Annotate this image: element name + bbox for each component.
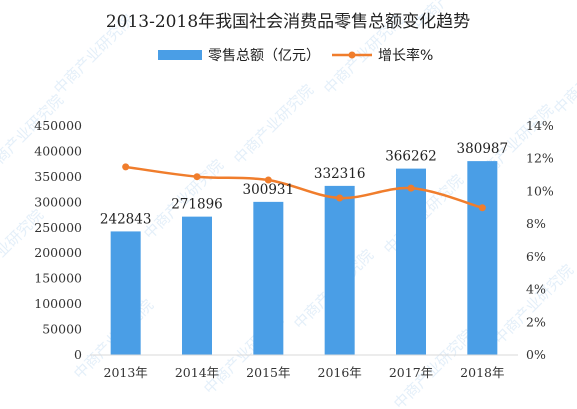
growth-point [193, 173, 201, 181]
right-tick-label: 0% [526, 347, 546, 362]
right-y-axis: 0% 2% 4% 6% 8% 10% 12% 14% [526, 118, 554, 362]
right-tick-label: 8% [526, 216, 546, 231]
bar [253, 201, 284, 355]
right-tick-label: 14% [526, 118, 554, 133]
left-tick-label: 200000 [34, 245, 82, 260]
left-tick-label: 100000 [34, 296, 82, 311]
bar [324, 185, 355, 355]
left-tick-label: 250000 [34, 220, 82, 235]
right-tick-label: 12% [526, 151, 554, 166]
left-tick-label: 150000 [34, 271, 82, 286]
bar-data-label: 242843 [100, 211, 152, 227]
bar-series [110, 161, 498, 355]
legend-line-marker [348, 51, 356, 59]
watermark-text: 中商产业研究院 [230, 81, 317, 168]
x-tick-label: 2016年 [318, 365, 362, 380]
watermark-text: 中商产业研究院 [490, 261, 577, 348]
left-tick-label: 0 [74, 347, 82, 362]
bar-data-label: 332316 [314, 166, 366, 182]
watermark-text: 中商产业研究院 [0, 91, 67, 178]
growth-point [264, 176, 272, 184]
bar-data-label: 271896 [171, 197, 223, 213]
x-tick-label: 2014年 [175, 365, 219, 380]
right-tick-label: 2% [526, 314, 546, 329]
left-tick-label: 400000 [34, 143, 82, 158]
legend-bar-swatch [158, 50, 202, 60]
bar [396, 168, 426, 355]
left-tick-label: 450000 [34, 118, 82, 133]
growth-line-series [122, 163, 486, 212]
x-axis: 2013年 2014年 2015年 2016年 2017年 2018年 [104, 365, 505, 380]
x-tick-label: 2013年 [104, 365, 148, 380]
chart-title: 2013-2018年我国社会消费品零售总额变化趋势 [106, 12, 470, 32]
legend-line-label: 增长率% [378, 47, 433, 64]
bar [467, 161, 498, 355]
bar-data-label: 380987 [457, 141, 509, 157]
x-tick-label: 2015年 [246, 365, 290, 380]
legend: 零售总额（亿元） 增长率% [158, 47, 433, 64]
growth-point [407, 184, 415, 192]
data-labels: 242843 271896 300931 332316 366262 380987 [100, 141, 508, 227]
legend-bar-label: 零售总额（亿元） [208, 48, 320, 64]
left-tick-label: 350000 [34, 169, 82, 184]
bar [110, 231, 141, 355]
right-tick-label: 4% [526, 282, 546, 297]
growth-point [478, 204, 486, 212]
x-tick-label: 2018年 [460, 365, 504, 380]
growth-line [125, 165, 483, 209]
left-y-axis: 0 50000 100000 150000 200000 250000 300000 3500… [34, 118, 82, 362]
bar [182, 216, 212, 355]
left-tick-label: 300000 [34, 194, 82, 209]
x-tick-label: 2017年 [389, 365, 433, 380]
growth-point [122, 163, 130, 171]
right-tick-label: 6% [526, 249, 546, 264]
right-tick-label: 10% [526, 183, 554, 198]
watermark-text: 中商产业研究院 [550, 31, 577, 118]
bar-data-label: 366262 [385, 149, 437, 165]
growth-point [336, 194, 344, 202]
left-tick-label: 50000 [42, 322, 82, 337]
bar-data-label: 300931 [243, 182, 295, 198]
